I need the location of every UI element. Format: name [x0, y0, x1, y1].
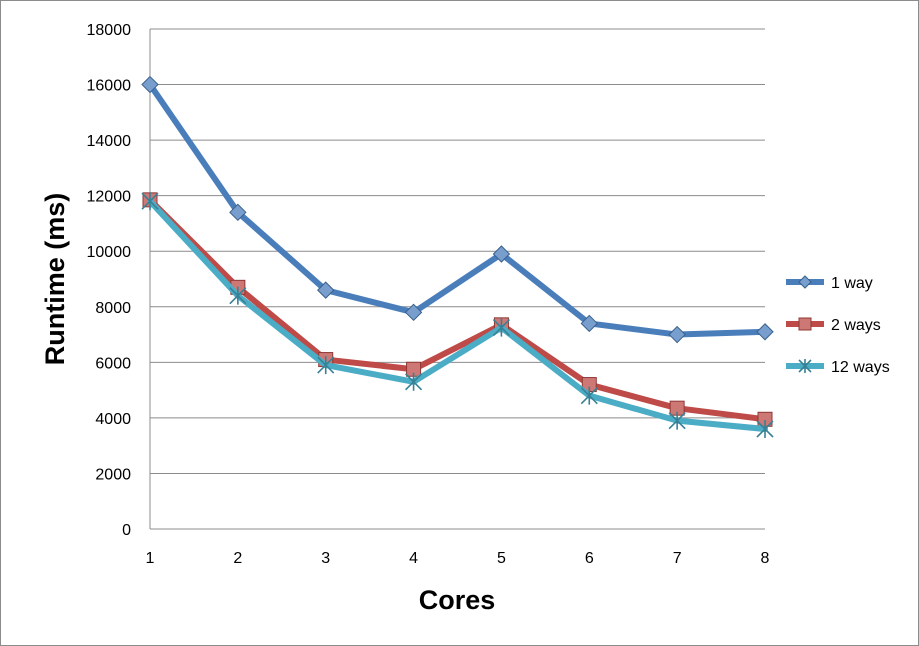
data-point — [141, 75, 159, 94]
data-point — [317, 281, 335, 299]
data-point — [141, 192, 159, 211]
data-point — [580, 314, 598, 333]
x-tick-label: 7 — [673, 550, 682, 567]
data-point — [404, 303, 423, 322]
series-group — [141, 75, 774, 438]
gridlines — [150, 28, 765, 474]
legend-marker — [798, 359, 812, 373]
y-tick-label: 6000 — [95, 355, 131, 372]
y-tick-label: 14000 — [87, 133, 132, 150]
legend-marker — [798, 275, 812, 289]
data-point — [668, 411, 686, 430]
y-tick-label: 10000 — [87, 244, 132, 261]
x-tick-label: 6 — [585, 550, 594, 567]
series-line — [147, 198, 768, 432]
data-point — [756, 323, 774, 341]
x-axis-title: Cores — [419, 585, 496, 615]
axes — [149, 29, 765, 530]
y-tick-label: 8000 — [95, 300, 131, 317]
x-tick-label: 2 — [233, 550, 242, 567]
legend-label: 12 ways — [831, 359, 890, 376]
x-tick-label: 5 — [497, 550, 506, 567]
data-point — [492, 245, 511, 263]
y-axis-title: Runtime (ms) — [40, 193, 70, 366]
legend-item: 12 ways — [786, 359, 890, 376]
data-point — [317, 356, 335, 375]
data-point — [492, 318, 510, 337]
legend: 1 way 2 ways 12 ways — [786, 275, 890, 376]
legend-label: 2 ways — [831, 317, 881, 334]
series-1-way — [141, 75, 774, 344]
y-tick-label: 2000 — [95, 466, 131, 483]
y-tick-label: 18000 — [87, 22, 132, 39]
series-2-ways — [142, 192, 773, 427]
legend-label: 1 way — [831, 275, 873, 292]
data-point — [580, 386, 598, 405]
x-tick-label: 1 — [146, 550, 155, 567]
legend-item: 2 ways — [786, 317, 881, 334]
series-12-ways — [141, 192, 774, 438]
data-point — [756, 420, 774, 438]
data-point — [668, 325, 686, 344]
x-tick-labels: 1 2 3 4 5 6 7 8 — [146, 550, 770, 567]
y-tick-labels: 0 2000 4000 6000 8000 10000 12000 14000 16000 180… — [87, 22, 132, 539]
x-tick-label: 3 — [321, 550, 330, 567]
data-point — [229, 286, 247, 305]
y-tick-label: 16000 — [87, 78, 132, 95]
y-tick-label: 12000 — [87, 189, 132, 206]
legend-marker — [798, 317, 812, 331]
legend-item: 1 way — [786, 275, 873, 292]
series-line — [147, 196, 768, 423]
x-tick-label: 8 — [761, 550, 770, 567]
data-point — [229, 203, 247, 222]
y-tick-label: 4000 — [95, 411, 131, 428]
data-point — [405, 372, 423, 391]
y-tick-label: 0 — [122, 522, 131, 539]
x-tick-label: 4 — [409, 550, 418, 567]
series-line — [147, 81, 768, 338]
